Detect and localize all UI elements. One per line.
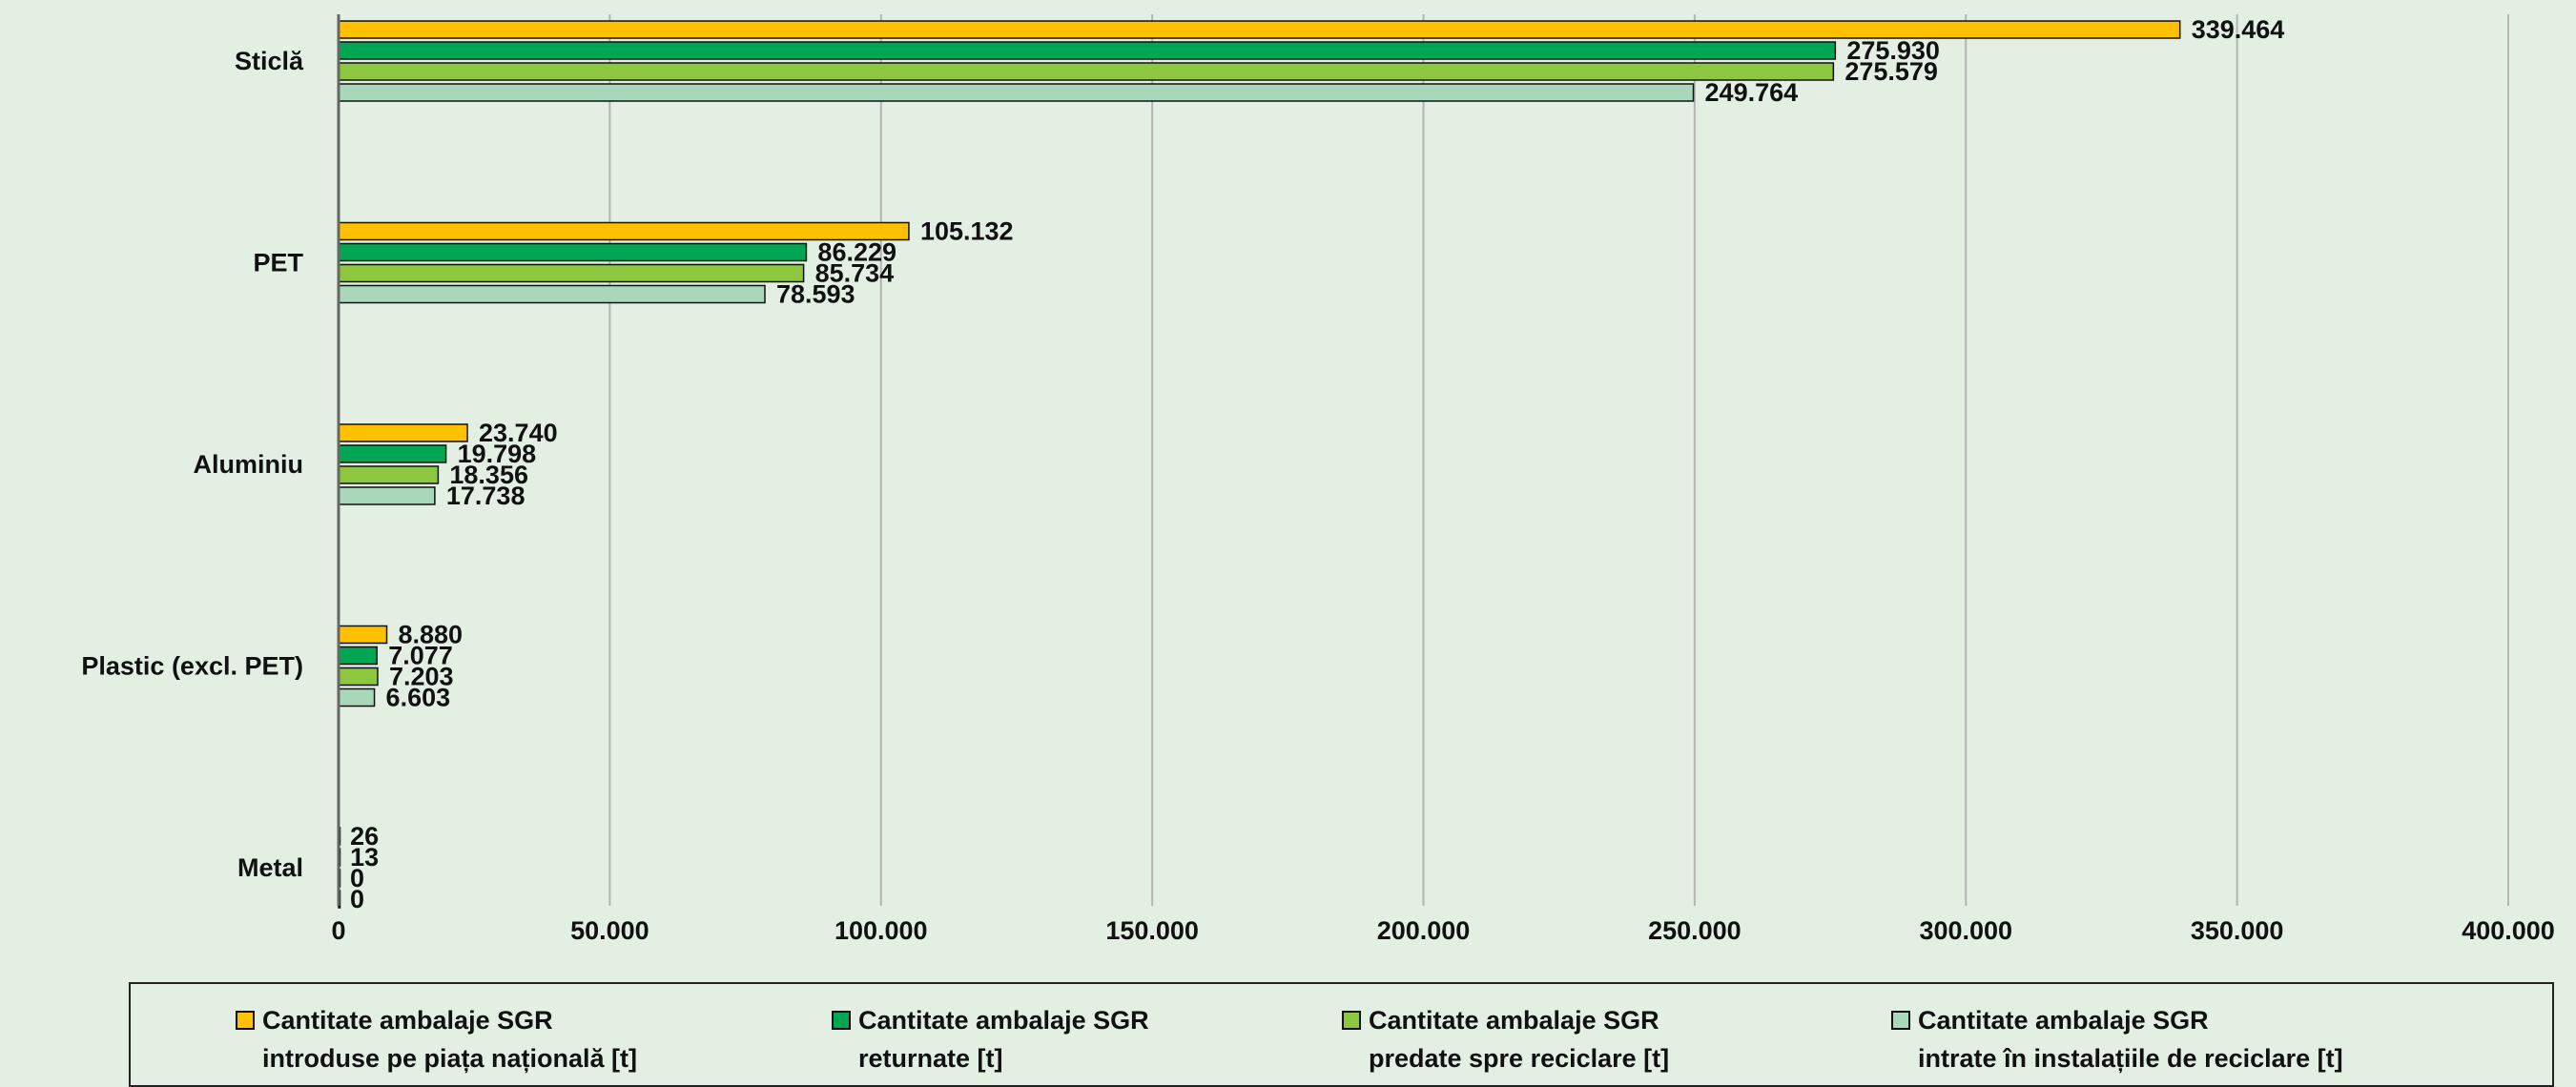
data-label-plastic-excl-pet-s2: 7.077 [388,642,453,670]
x-tick-label-3: 150.000 [1105,916,1199,945]
legend-label-predate: Cantitate ambalaje SGR predate spre reci… [1369,1006,1670,1073]
data-label-aluminiu-s3: 18.356 [449,461,528,489]
data-label-metal-s3: 0 [350,864,364,892]
legend-label-intrate: Cantitate ambalaje SGR intrate în instal… [1918,1006,2343,1073]
category-label-pet: PET [253,249,303,277]
legend-swatch-introduse [236,1011,255,1030]
x-tick-label-7: 350.000 [2191,916,2284,945]
legend-swatch-predate [1342,1011,1361,1030]
x-tick-labels: 0 50.000 100.000 150.000 200.000 250.000 300.0… [331,916,2554,945]
data-label-pet-s2: 86.229 [817,238,896,267]
data-label-pet-s1: 105.132 [920,217,1014,246]
bar-aluminiu-s1 [338,423,468,442]
gridlines [608,14,2509,906]
legend: Cantitate ambalaje SGR introduse pe piaț… [129,982,2554,1087]
x-tick-label-1: 50.000 [570,916,649,945]
x-tick-label-8: 400.000 [2462,916,2555,945]
legend-item-returnate: Cantitate ambalaje SGR returnate [t] [832,1001,1149,1077]
category-label-metal: Metal [237,853,303,882]
data-label-metal-s1: 26 [350,822,379,851]
data-label-aluminiu-s1: 23.740 [479,419,558,447]
data-label-metal-s2: 13 [350,843,379,872]
legend-item-predate: Cantitate ambalaje SGR predate spre reci… [1342,1001,1669,1077]
legend-item-introduse: Cantitate ambalaje SGR introduse pe piaț… [236,1001,637,1077]
data-label-sticlă-s4: 249.764 [1705,78,1799,107]
x-tick-label-5: 250.000 [1648,916,1741,945]
x-tick-label-6: 300.000 [1919,916,2012,945]
data-label-sticlă-s3: 275.579 [1844,57,1938,86]
bars [338,20,2181,909]
category-label-sticlă: Sticlă [235,47,304,75]
legend-label-returnate: Cantitate ambalaje SGR returnate [t] [858,1006,1149,1073]
legend-item-intrate: Cantitate ambalaje SGR intrate în instal… [1891,1001,2343,1077]
x-tick-label-2: 100.000 [835,916,928,945]
category-labels: Sticlă PET Aluminiu Plastic (excl. PET) Meta… [81,47,304,882]
x-tick-label-0: 0 [331,916,345,945]
data-label-aluminiu-s2: 19.798 [458,440,537,468]
data-label-pet-s3: 85.734 [815,259,895,288]
data-label-aluminiu-s4: 17.738 [446,482,526,510]
data-label-metal-s4: 0 [350,885,364,913]
bar-plastic-excl-pet-s3 [338,667,379,687]
bar-aluminiu-s2 [338,444,447,463]
category-label-plastic-excl-pet: Plastic (excl. PET) [81,652,303,681]
data-label-plastic-excl-pet-s3: 7.203 [389,663,454,691]
data-label-pet-s4: 78.593 [776,280,855,309]
legend-swatch-intrate [1891,1011,1910,1030]
x-tick-label-4: 200.000 [1377,916,1471,945]
bar-plastic-excl-pet-s1 [338,625,388,645]
bar-sticlă-s2 [338,41,1837,60]
bar-pet-s2 [338,242,808,262]
bar-plastic-excl-pet-s4 [338,687,376,708]
bar-sticlă-s3 [338,62,1835,81]
bar-sticlă-s4 [338,83,1695,102]
category-label-aluminiu: Aluminiu [194,450,304,479]
data-label-sticlă-s1: 339.464 [2192,15,2285,44]
legend-label-introduse: Cantitate ambalaje SGR introduse pe piaț… [262,1006,638,1073]
bar-plastic-excl-pet-s2 [338,646,379,666]
bar-pet-s4 [338,284,766,304]
data-label-sticlă-s2: 275.930 [1846,36,1940,65]
data-label-plastic-excl-pet-s1: 8.880 [399,621,464,649]
legend-swatch-returnate [832,1011,851,1030]
bar-pet-s3 [338,263,805,283]
bar-aluminiu-s3 [338,465,440,484]
bar-aluminiu-s4 [338,486,436,505]
data-label-plastic-excl-pet-s4: 6.603 [386,684,451,712]
